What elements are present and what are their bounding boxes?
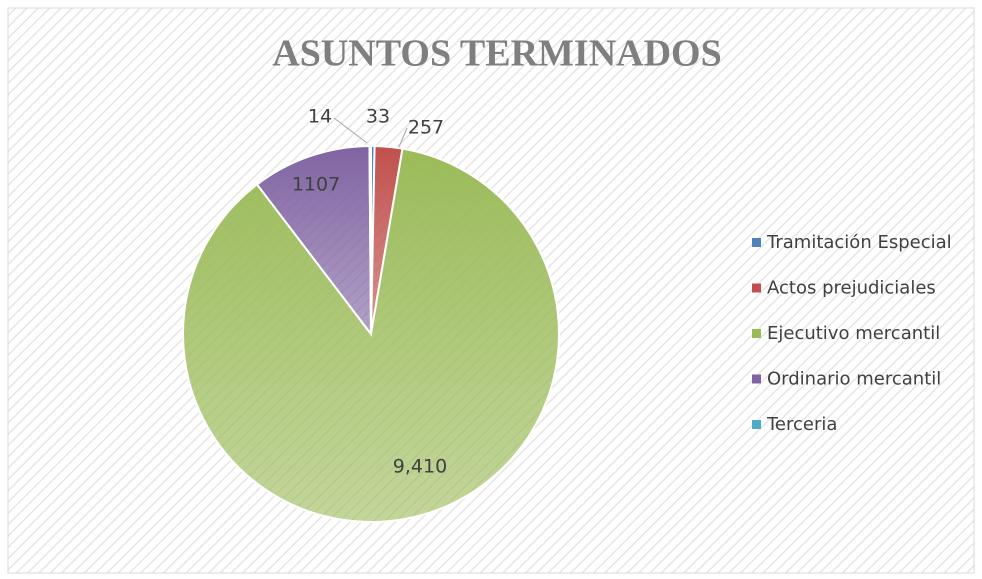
chart-title: ASUNTOS TERMINADOS xyxy=(272,33,721,75)
legend-label: Terceria xyxy=(766,414,837,435)
legend-label: Actos prejudiciales xyxy=(767,278,936,299)
legend-label: Tramitación Especial xyxy=(766,232,952,253)
data-label: 14 xyxy=(308,106,332,128)
pie-slice xyxy=(255,144,373,337)
leader-line xyxy=(398,127,408,148)
legend-label: Ordinario mercantil xyxy=(767,369,941,390)
legend-label: Ejecutivo mercantil xyxy=(767,323,940,344)
data-label: 1107 xyxy=(292,174,340,196)
legend-swatch xyxy=(752,238,761,247)
legend-swatch xyxy=(752,420,761,429)
legend-swatch xyxy=(752,283,761,293)
leader-line xyxy=(333,117,368,144)
pie-slice xyxy=(368,144,372,335)
data-label: 33 xyxy=(366,106,390,128)
data-label: 257 xyxy=(408,117,444,139)
data-label: 9,410 xyxy=(393,456,447,478)
legend-swatch xyxy=(752,329,761,338)
legend-swatch xyxy=(752,374,761,384)
